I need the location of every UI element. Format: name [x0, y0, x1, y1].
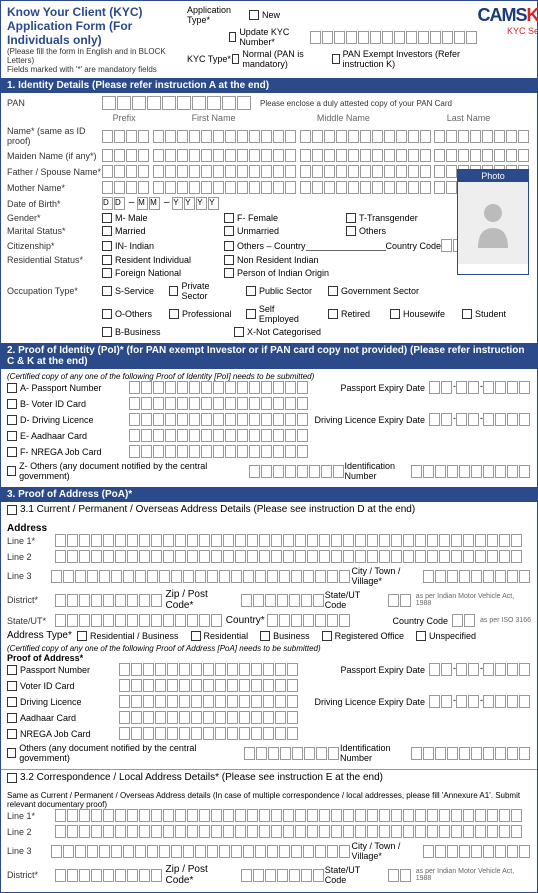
- normal-checkbox[interactable]: [232, 54, 240, 64]
- line3-boxes[interactable]: [51, 570, 351, 583]
- new-checkbox[interactable]: [249, 10, 259, 20]
- section-2-header: 2. Proof of Identity (PoI)* (for PAN exe…: [1, 343, 537, 369]
- self-cb[interactable]: [246, 309, 256, 319]
- housewife-cb[interactable]: [390, 309, 400, 319]
- note-2: Fields marked with '*' are mandatory fie…: [7, 65, 187, 74]
- line2-boxes[interactable]: [55, 550, 523, 563]
- section-3-body: Address Line 1* Line 2 Line 3City / Town…: [1, 520, 537, 769]
- married-cb[interactable]: [102, 226, 112, 236]
- update-checkbox[interactable]: [229, 32, 236, 42]
- rb-cb[interactable]: [77, 631, 87, 641]
- unmarried-cb[interactable]: [224, 226, 234, 236]
- passport-cb[interactable]: [7, 383, 17, 393]
- ri-cb[interactable]: [102, 255, 112, 265]
- private-cb[interactable]: [169, 286, 178, 296]
- voter-cb[interactable]: [7, 399, 17, 409]
- poa-dl-cb[interactable]: [7, 697, 17, 707]
- student-cb[interactable]: [462, 309, 472, 319]
- female-cb[interactable]: [224, 213, 234, 223]
- app-type-label: Application Type*: [187, 5, 249, 25]
- xnot-cb[interactable]: [234, 327, 244, 337]
- pan-note: Please enclose a duly attested copy of y…: [260, 99, 452, 108]
- ro-cb[interactable]: [322, 631, 332, 641]
- kyc-number-boxes[interactable]: [310, 31, 478, 44]
- section-2-body: (Certified copy of any one of the follow…: [1, 369, 537, 487]
- retired-cb[interactable]: [328, 309, 338, 319]
- others-country-cb[interactable]: [224, 241, 234, 251]
- kyc-form: Know Your Client (KYC) Application Form …: [0, 0, 538, 893]
- s31-cb[interactable]: [7, 505, 17, 515]
- s32-cb[interactable]: [7, 773, 17, 783]
- pio-cb[interactable]: [224, 268, 234, 278]
- pan-exempt-checkbox[interactable]: [332, 54, 340, 64]
- aadhaar-cb[interactable]: [7, 431, 17, 441]
- maiden-boxes[interactable]: [102, 149, 530, 162]
- oothers-cb[interactable]: [102, 309, 112, 319]
- poa-pass-cb[interactable]: [7, 665, 17, 675]
- dl-cb[interactable]: [7, 415, 17, 425]
- gov-cb[interactable]: [328, 286, 338, 296]
- indian-cb[interactable]: [102, 241, 112, 251]
- z-others-cb[interactable]: [7, 466, 16, 476]
- form-header: Know Your Client (KYC) Application Form …: [1, 1, 537, 78]
- name-boxes[interactable]: [102, 130, 530, 143]
- service-cb[interactable]: [102, 286, 112, 296]
- uns-cb[interactable]: [416, 631, 426, 641]
- section-3-header: 3. Proof of Address (PoA)*: [1, 487, 537, 502]
- title-1: Know Your Client (KYC): [7, 5, 187, 19]
- section-1-header: 1. Identity Details (Please refer instru…: [1, 78, 537, 93]
- logo: CAMSKRA KYC Services: [478, 5, 538, 74]
- poa-aad-cb[interactable]: [7, 713, 17, 723]
- trans-cb[interactable]: [346, 213, 356, 223]
- nri-cb[interactable]: [224, 255, 234, 265]
- prof-cb[interactable]: [169, 309, 179, 319]
- title-2: Application Form (For Individuals only): [7, 19, 187, 47]
- nrega-cb[interactable]: [7, 447, 17, 457]
- note-1: (Please fill the form in English and in …: [7, 47, 187, 65]
- poa-nrega-cb[interactable]: [7, 729, 17, 739]
- business-cb[interactable]: [102, 327, 112, 337]
- public-cb[interactable]: [246, 286, 256, 296]
- poa-oth-cb[interactable]: [7, 748, 16, 758]
- res-cb[interactable]: [191, 631, 201, 641]
- fn-cb[interactable]: [102, 268, 112, 278]
- male-cb[interactable]: [102, 213, 112, 223]
- poa-voter-cb[interactable]: [7, 681, 17, 691]
- kyc-type-label: KYC Type*: [187, 54, 232, 64]
- others-marital-cb[interactable]: [346, 226, 356, 236]
- bus-cb[interactable]: [260, 631, 270, 641]
- dob-boxes[interactable]: DD – MM – YYYY: [102, 197, 220, 210]
- pan-boxes[interactable]: [102, 96, 252, 110]
- country-line[interactable]: [306, 241, 386, 251]
- pan-label: PAN: [7, 98, 102, 108]
- photo-box: Photo: [457, 169, 529, 275]
- line1-boxes[interactable]: [55, 534, 523, 547]
